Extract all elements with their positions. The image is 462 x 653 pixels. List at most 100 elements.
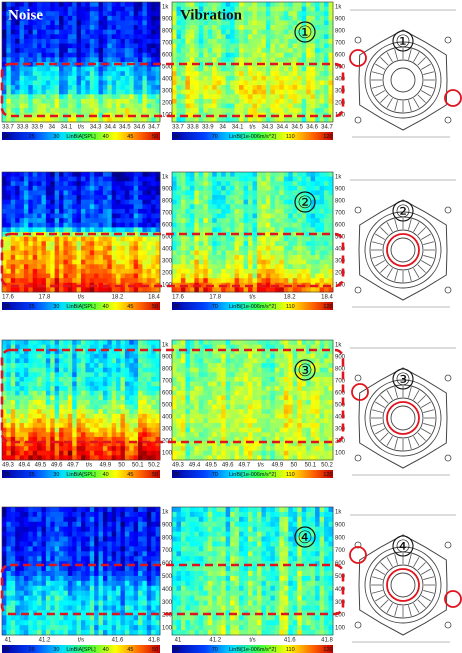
spectrogram-cell [270,16,275,21]
spectrogram-cell [107,39,112,44]
spectrogram-cell [121,16,126,21]
spectrogram-cell [147,44,152,49]
spectrogram-cell [147,30,152,35]
spectrogram-cell [6,25,11,30]
spectrogram-cell [315,264,320,269]
spectrogram-cell [121,264,126,269]
spectrogram-cell [235,104,240,109]
spectrogram-cell [185,227,190,232]
spectrogram-cell [315,71,320,76]
spectrogram-cell [244,260,249,265]
spectrogram-cell [129,57,134,62]
spectrogram-cell [190,186,195,191]
spectrogram-cell [85,250,90,255]
spectrogram-cell [306,2,311,7]
spectrogram-cell [257,67,262,72]
spectrogram-cell [311,104,316,109]
spectrogram-cell [11,455,16,460]
time-tick-label: 17.8 [209,295,221,301]
spectrogram-cell [94,94,99,99]
spectrogram-cell [72,94,77,99]
spectrogram-cell [138,418,143,423]
spectrogram-cell [112,250,117,255]
spectrogram-cell [284,177,289,182]
spectrogram-cell [99,76,104,81]
spectrogram-cell [279,287,284,292]
spectrogram-cell [116,264,121,269]
spectrogram-cell [239,255,244,260]
spectrogram-cell [99,200,104,205]
spectrogram-cell [81,278,86,283]
time-tick-label: 17.6 [2,295,14,301]
spectrogram-cell [151,227,156,232]
spectrogram-cell [172,451,177,456]
spectrogram-cell [284,76,289,81]
spectrogram-cell [94,99,99,104]
spectrogram-cell [37,2,42,7]
spectrogram-cell [208,177,213,182]
spectrogram-cell [55,372,60,377]
spectrogram-cell [116,53,121,58]
spectrogram-cell [107,99,112,104]
spectrogram-cell [156,405,161,410]
spectrogram-cell [15,200,20,205]
spectrogram-cell [221,53,226,58]
spectrogram-cell [68,264,73,269]
spectrogram-cell [112,53,117,58]
spectrogram-cell [212,241,217,246]
spectrogram-cell [203,190,208,195]
spectrogram-cell [11,287,16,292]
spectrogram-cell [176,80,181,85]
spectrogram-cell [103,432,108,437]
spectrogram-cell [194,250,199,255]
spectrogram-cell [147,57,152,62]
spectrogram-cell [50,44,55,49]
spectrogram-cell [81,16,86,21]
spectrogram-cell [235,227,240,232]
spectrogram-cell [15,186,20,191]
spectrogram-cell [33,223,38,228]
spectrogram-cell [297,181,302,186]
spectrogram-cell [68,241,73,246]
spectrogram-cell [138,204,143,209]
spectrogram-cell [217,108,222,113]
spectrogram-cell [46,71,51,76]
spectrogram-cell [266,57,271,62]
spectrogram-cell [116,200,121,205]
spectrogram-cell [77,195,82,200]
spectrogram-cell [142,418,147,423]
spectrogram-cell [190,241,195,246]
spectrogram-cell [221,278,226,283]
spectrogram-cell [156,423,161,428]
spectrogram-cell [55,181,60,186]
spectrogram-cell [324,108,329,113]
spectrogram-cell [59,340,64,345]
spectrogram-cell [42,76,47,81]
spectrogram-cell [33,423,38,428]
colorbar-label: 20 [4,472,10,478]
spectrogram-cell [270,76,275,81]
spectrogram-cell [81,363,86,368]
spectrogram-cell [15,104,20,109]
spectrogram-cell [181,57,186,62]
spectrogram-cell [190,218,195,223]
spectrogram-cell [138,386,143,391]
spectrogram-cell [156,200,161,205]
spectrogram-cell [85,11,90,16]
spectrogram-cell [244,264,249,269]
spectrogram-cell [244,2,249,7]
spectrogram-cell [42,255,47,260]
spectrogram-cell [129,455,134,460]
spectrogram-cell [125,44,130,49]
spectrogram-cell [185,368,190,373]
spectrogram-cell [37,195,42,200]
spectrogram-cell [288,269,293,274]
spectrogram-cell [134,204,139,209]
spectrogram-cell [217,190,222,195]
spectrogram-cell [50,432,55,437]
spectrogram-cell [94,204,99,209]
spectrogram-cell [172,99,177,104]
spectrogram-cell [63,269,68,274]
spectrogram-cell [203,274,208,279]
spectrogram-cell [172,223,177,228]
